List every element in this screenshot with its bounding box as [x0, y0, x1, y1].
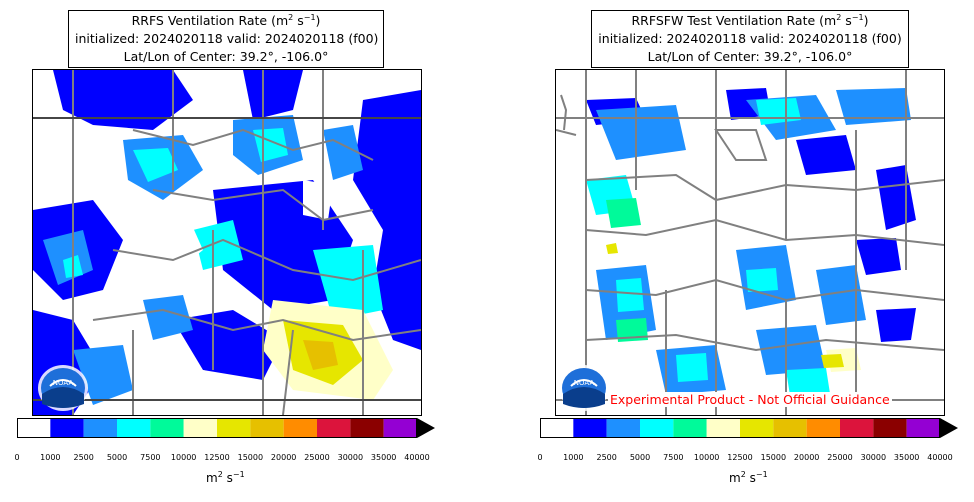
- left-vent-field-orange: [303, 340, 338, 370]
- colorbar-segment: [740, 418, 774, 438]
- colorbar-tick-label: 12500: [727, 453, 753, 462]
- colorbar-tick-label: 20000: [270, 453, 297, 462]
- noaa-logo-icon: NOAA: [559, 365, 609, 411]
- colorbar-segment: [673, 418, 707, 438]
- colorbar-tick-label: 20000: [793, 453, 820, 462]
- colorbar-tick-label: 30000: [337, 453, 364, 462]
- colorbar-tick-label: 30000: [860, 453, 887, 462]
- left-title-box: RRFS Ventilation Rate (m2 s−1) initializ…: [68, 10, 384, 68]
- right-colorbar: [540, 418, 958, 438]
- right-colorbar-units: m2 s−1: [729, 470, 768, 485]
- colorbar-tick-label: 2500: [73, 453, 94, 462]
- colorbar-tick-label: 5000: [106, 453, 128, 462]
- colorbar-tick-label: 15000: [760, 453, 787, 462]
- left-title-line2: initialized: 2024020118 valid: 202402011…: [75, 31, 379, 46]
- colorbar-tick-label: 40000: [927, 453, 953, 462]
- colorbar-segment: [50, 418, 84, 438]
- colorbar-segment: [773, 418, 807, 438]
- colorbar-tick-label: 25000: [827, 453, 853, 462]
- colorbar-tick-label: 10000: [170, 453, 197, 462]
- left-vent-field-dodgerblue: [43, 115, 363, 405]
- experimental-disclaimer: Experimental Product - Not Official Guid…: [608, 392, 892, 407]
- svg-text:NOAA: NOAA: [53, 379, 74, 387]
- right-colorbar-ticks: 0 1000 2500 5000 7500 10000 12500 15000 20000 250…: [537, 453, 952, 465]
- colorbar-extend-arrow: [940, 418, 958, 438]
- colorbar-tick-label: 15000: [237, 453, 264, 462]
- colorbar-segment: [83, 418, 117, 438]
- colorbar-tick-label: 35000: [370, 453, 397, 462]
- colorbar-tick-label: 1000: [563, 453, 584, 462]
- left-title-line3: Lat/Lon of Center: 39.2°, -106.0°: [123, 49, 329, 64]
- right-panel: RRFSFW Test Ventilation Rate (m2 s−1) in…: [487, 0, 974, 502]
- colorbar-segment: [873, 418, 907, 438]
- right-title-line1: RRFSFW Test Ventilation Rate (m2 s−1): [631, 12, 869, 28]
- left-colorbar-ticks: 0 1000 2500 5000 7500 10000 12500 15000 20000 250…: [14, 453, 429, 465]
- right-title-line3: Lat/Lon of Center: 39.2°, -106.0°: [647, 49, 853, 64]
- left-map[interactable]: [32, 69, 422, 416]
- right-title-box: RRFSFW Test Ventilation Rate (m2 s−1) in…: [591, 10, 909, 68]
- svg-text:NOAA: NOAA: [574, 379, 595, 387]
- colorbar-segment: [906, 418, 940, 438]
- colorbar-tick-label: 2500: [596, 453, 617, 462]
- left-colorbar-units: m2 s−1: [206, 470, 245, 485]
- colorbar-segment: [573, 418, 607, 438]
- colorbar-tick-label: 7500: [140, 453, 161, 462]
- right-noaa-logo: NOAA: [557, 364, 611, 416]
- colorbar-tick-label: 0: [537, 453, 543, 462]
- colorbar-outline: [540, 418, 940, 438]
- colorbar-tick-label: 7500: [663, 453, 684, 462]
- colorbar-tick-label: 12500: [204, 453, 230, 462]
- colorbar-tick-label: 35000: [893, 453, 920, 462]
- left-noaa-logo: NOAA: [36, 364, 90, 416]
- colorbar-segment: [117, 418, 151, 438]
- noaa-logo-icon: NOAA: [38, 365, 88, 411]
- colorbar-segment: [317, 418, 351, 438]
- left-colorbar: [17, 418, 435, 438]
- colorbar-tick-label: 10000: [693, 453, 720, 462]
- colorbar-segment: [383, 418, 417, 438]
- colorbar-segment: [150, 418, 184, 438]
- left-panel: RRFS Ventilation Rate (m2 s−1) initializ…: [14, 10, 435, 485]
- colorbar-tick-label: 40000: [404, 453, 430, 462]
- colorbar-segment: [17, 418, 51, 438]
- right-map-canvas: [556, 70, 944, 415]
- colorbar-tick-label: 0: [14, 453, 20, 462]
- colorbar-tick-label: 5000: [629, 453, 651, 462]
- colorbar-segment: [250, 418, 284, 438]
- colorbar-segment: [283, 418, 317, 438]
- colorbar-segment: [540, 418, 574, 438]
- colorbar-segment: [806, 418, 840, 438]
- colorbar-segment: [350, 418, 384, 438]
- left-state-borders: [33, 117, 421, 401]
- colorbar-segment: [640, 418, 674, 438]
- colorbar-segment: [183, 418, 217, 438]
- colorbar-segment: [840, 418, 874, 438]
- colorbar-segment: [217, 418, 251, 438]
- colorbar-outline: [17, 418, 417, 438]
- left-title-line1: RRFS Ventilation Rate (m2 s−1): [131, 12, 321, 28]
- colorbar-tick-label: 1000: [40, 453, 61, 462]
- left-map-canvas: [33, 70, 421, 415]
- colorbar-segment: [606, 418, 640, 438]
- left-clear-areas: [33, 85, 333, 415]
- colorbar-tick-label: 25000: [304, 453, 330, 462]
- colorbar-segment: [706, 418, 740, 438]
- right-map[interactable]: [555, 69, 945, 416]
- right-vent-field-gold: [606, 243, 844, 368]
- colorbar-extend-arrow: [417, 418, 435, 438]
- right-title-line2: initialized: 2024020118 valid: 202402011…: [598, 31, 902, 46]
